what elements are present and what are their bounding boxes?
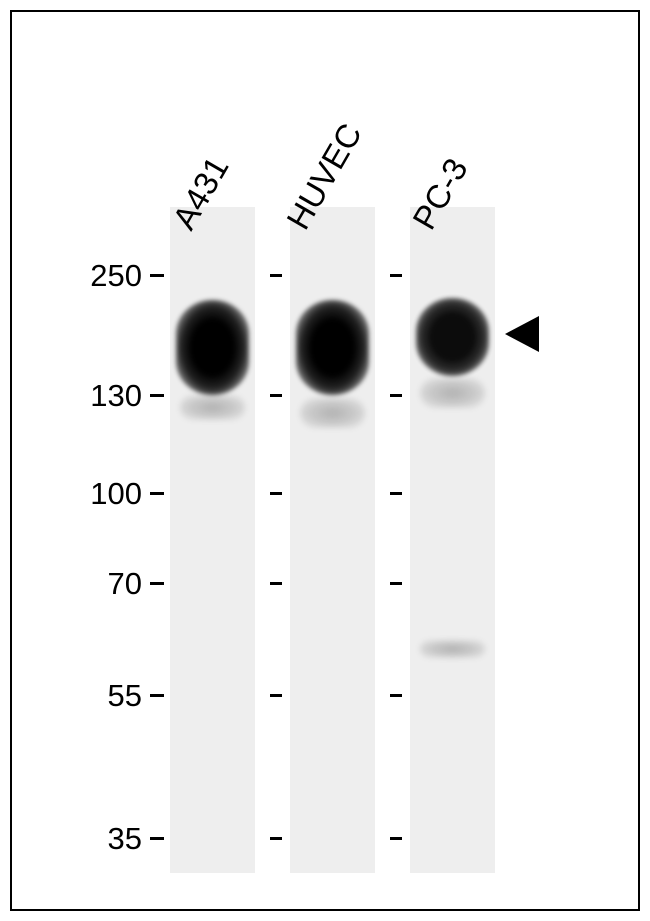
mw-tick-55-col1 [270, 694, 282, 697]
band-lane-a431 [176, 300, 249, 395]
faint-band-lane-huvec [300, 398, 365, 428]
mw-label-130: 130 [62, 380, 142, 411]
faint-band-lane-pc-3 [420, 640, 485, 658]
mw-tick-250-col1 [270, 274, 282, 277]
mw-label-70: 70 [62, 568, 142, 599]
mw-tick-70-col2 [390, 582, 402, 585]
mw-tick-130-col2 [390, 394, 402, 397]
mw-tick-250-col0 [150, 274, 164, 277]
mw-tick-100-col0 [150, 492, 164, 495]
mw-tick-100-col1 [270, 492, 282, 495]
band-lane-huvec [296, 300, 369, 395]
faint-band-lane-pc-3 [420, 378, 485, 408]
mw-tick-70-col0 [150, 582, 164, 585]
faint-band-lane-a431 [180, 395, 245, 420]
mw-tick-250-col2 [390, 274, 402, 277]
mw-tick-55-col0 [150, 694, 164, 697]
target-band-arrow-icon [505, 316, 539, 352]
mw-label-250: 250 [62, 260, 142, 291]
mw-label-35: 35 [62, 823, 142, 854]
band-lane-pc-3 [416, 298, 489, 376]
mw-tick-70-col1 [270, 582, 282, 585]
mw-tick-100-col2 [390, 492, 402, 495]
mw-label-100: 100 [62, 478, 142, 509]
mw-tick-35-col0 [150, 837, 164, 840]
mw-label-55: 55 [62, 680, 142, 711]
mw-tick-55-col2 [390, 694, 402, 697]
mw-tick-130-col1 [270, 394, 282, 397]
mw-tick-35-col1 [270, 837, 282, 840]
mw-tick-130-col0 [150, 394, 164, 397]
mw-tick-35-col2 [390, 837, 402, 840]
